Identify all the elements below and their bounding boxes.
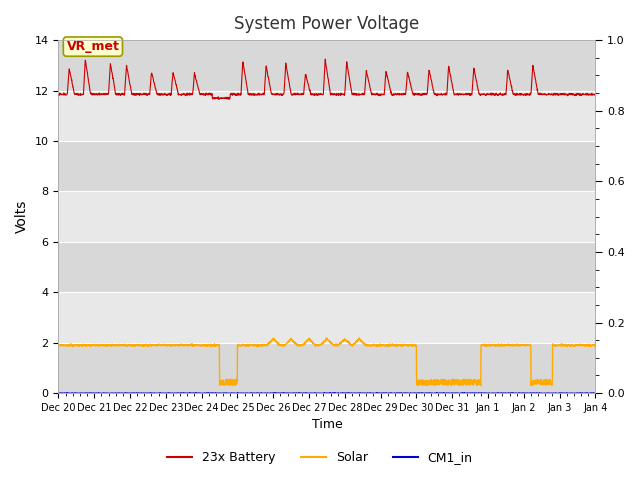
CM1_in (483, 390, 491, 396)
CM1_in (355, 390, 362, 396)
23x Battery (204, 92, 212, 98)
23x Battery (591, 91, 599, 97)
CM1_in (374, 390, 381, 396)
Y-axis label: Volts: Volts (15, 200, 29, 233)
CM1_in (54, 390, 62, 396)
Bar (58, 141, 595, 192)
23x Battery (215, 96, 223, 102)
Bar (58, 40, 595, 91)
Bar (58, 242, 595, 292)
Solar (483, 342, 491, 348)
Text: VR_met: VR_met (67, 40, 119, 53)
Solar (559, 342, 567, 348)
23x Battery (321, 56, 329, 62)
Solar (355, 335, 363, 341)
Line: 23x Battery: 23x Battery (58, 59, 595, 99)
Bar (58, 343, 595, 393)
CM1_in (342, 390, 350, 396)
Line: Solar: Solar (58, 338, 595, 385)
Solar (528, 383, 536, 388)
CM1_in (545, 390, 552, 396)
23x Battery (545, 92, 552, 97)
CM1_in (559, 390, 567, 396)
23x Battery (54, 92, 62, 97)
Solar (354, 337, 362, 343)
Line: CM1_in: CM1_in (58, 393, 595, 394)
CM1_in (204, 390, 212, 396)
Solar (591, 343, 599, 348)
CM1_in (591, 390, 599, 396)
23x Battery (355, 91, 362, 96)
Solar (204, 342, 212, 348)
23x Battery (559, 92, 567, 97)
Legend: 23x Battery, Solar, CM1_in: 23x Battery, Solar, CM1_in (163, 446, 477, 469)
Solar (54, 342, 62, 348)
Solar (545, 379, 552, 384)
23x Battery (343, 59, 351, 65)
X-axis label: Time: Time (312, 419, 342, 432)
CM1_in (222, 391, 230, 396)
23x Battery (483, 91, 491, 97)
Title: System Power Voltage: System Power Voltage (234, 15, 420, 33)
Solar (342, 338, 350, 344)
